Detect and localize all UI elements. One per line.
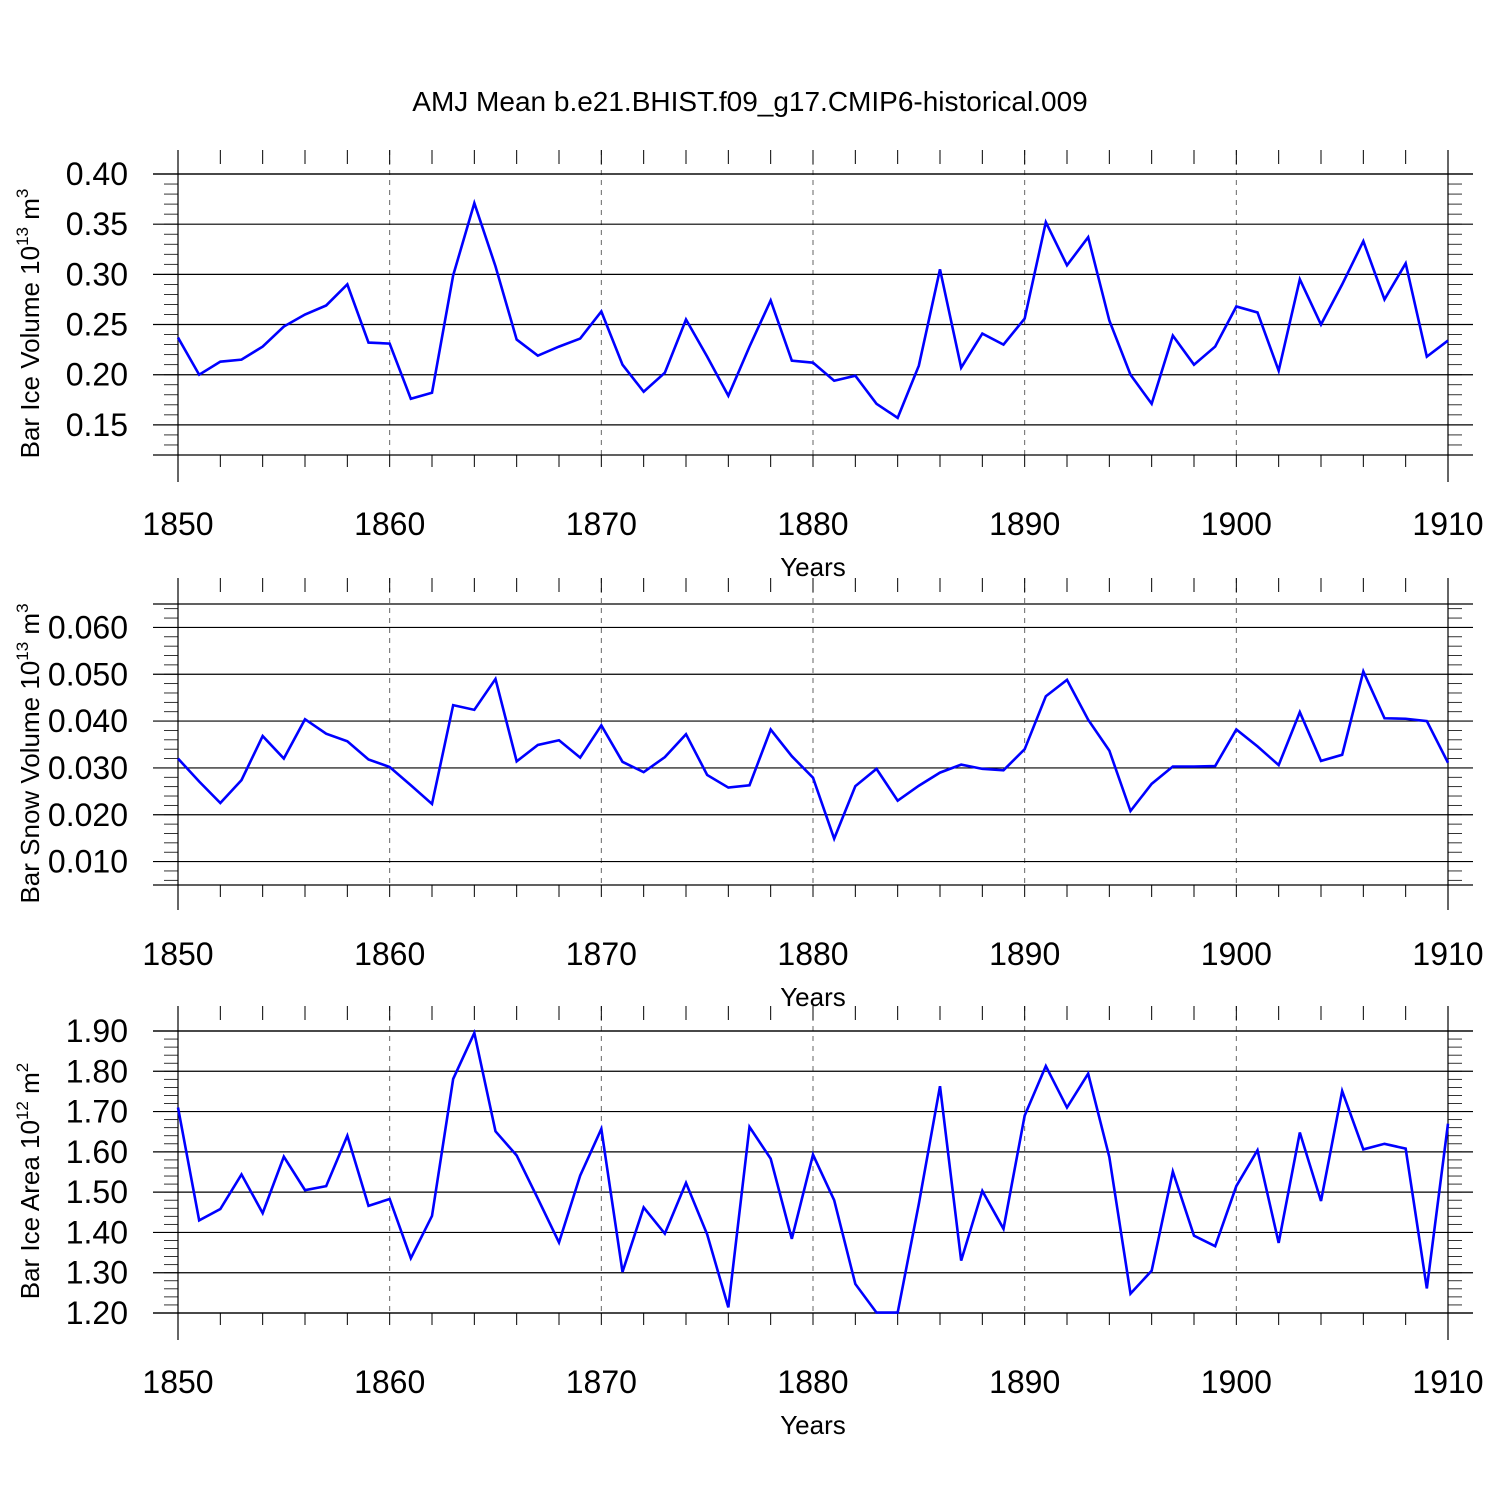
y-axis-label-unit: m bbox=[15, 1072, 45, 1101]
x-tick-label: 1860 bbox=[354, 936, 425, 972]
x-tick-label: 1900 bbox=[1201, 936, 1272, 972]
y-tick-label: 1.20 bbox=[66, 1295, 128, 1331]
panels: 1850 1860 1870 1880 1890 1900 1910 Years 0.15 0.2… bbox=[13, 150, 1484, 1440]
y-axis-label-text: Bar Ice Volume 10 bbox=[15, 246, 45, 458]
panel-1: 1850 1860 1870 1880 1890 1900 1910 Years 0.15 0.2… bbox=[13, 150, 1484, 582]
x-tick-label: 1910 bbox=[1412, 936, 1483, 972]
y-tick-label: 1.50 bbox=[66, 1174, 128, 1210]
series-line bbox=[176, 198, 1449, 420]
y-axis-label-exponent: 13 bbox=[13, 642, 32, 661]
series-line bbox=[177, 667, 1450, 843]
x-tick-label: 1850 bbox=[142, 506, 213, 542]
y-tick-label: 0.060 bbox=[48, 609, 128, 645]
x-tick-label: 1910 bbox=[1412, 1364, 1483, 1400]
y-tick-label: 0.040 bbox=[48, 703, 128, 739]
panel-3: 1850 1860 1870 1880 1890 1900 1910 Years 1.20 1.3… bbox=[13, 1006, 1484, 1440]
x-tick-label: 1880 bbox=[777, 506, 848, 542]
x-tick-label: 1870 bbox=[566, 506, 637, 542]
x-tick-label: 1910 bbox=[1412, 506, 1483, 542]
x-tick-label: 1900 bbox=[1201, 506, 1272, 542]
x-axis-label: Years bbox=[780, 1410, 846, 1440]
y-tick-label: 1.70 bbox=[66, 1094, 128, 1130]
y-axis-label-exponent: 12 bbox=[13, 1101, 32, 1120]
x-tick-label: 1900 bbox=[1201, 1364, 1272, 1400]
y-axis-label-unit-exponent: 3 bbox=[13, 603, 32, 612]
x-tick-label: 1890 bbox=[989, 936, 1060, 972]
x-tick-label: 1850 bbox=[142, 936, 213, 972]
chart-title: AMJ Mean b.e21.BHIST.f09_g17.CMIP6-histo… bbox=[412, 86, 1087, 117]
y-tick-label: 0.050 bbox=[48, 656, 128, 692]
y-tick-label: 1.60 bbox=[66, 1134, 128, 1170]
y-axis-label-text: Bar Ice Area 10 bbox=[15, 1120, 45, 1299]
y-tick-label: 1.30 bbox=[66, 1255, 128, 1291]
x-tick-label: 1880 bbox=[777, 936, 848, 972]
y-axis-label-unit-exponent: 3 bbox=[13, 189, 32, 198]
series-line bbox=[176, 1028, 1450, 1314]
y-axis-label-text: Bar Snow Volume 10 bbox=[15, 661, 45, 904]
x-tick-label: 1890 bbox=[989, 506, 1060, 542]
x-tick-label: 1870 bbox=[566, 1364, 637, 1400]
y-tick-label: 0.15 bbox=[66, 407, 128, 443]
y-axis-label-unit-exponent: 2 bbox=[13, 1063, 32, 1072]
y-axis-label: Bar Snow Volume 1013 m3 bbox=[13, 603, 45, 903]
y-tick-label: 0.020 bbox=[48, 797, 128, 833]
y-tick-label: 1.90 bbox=[66, 1013, 128, 1049]
y-tick-label: 0.40 bbox=[66, 156, 128, 192]
y-axis-label-unit: m bbox=[15, 198, 45, 227]
y-tick-label: 0.030 bbox=[48, 750, 128, 786]
x-axis-label: Years bbox=[780, 552, 846, 582]
y-tick-label: 0.25 bbox=[66, 307, 128, 343]
x-tick-label: 1860 bbox=[354, 1364, 425, 1400]
x-tick-label: 1860 bbox=[354, 506, 425, 542]
y-tick-label: 0.20 bbox=[66, 357, 128, 393]
y-axis-label: Bar Ice Volume 1013 m3 bbox=[13, 189, 45, 459]
x-tick-label: 1870 bbox=[566, 936, 637, 972]
y-axis-label: Bar Ice Area 1012 m2 bbox=[13, 1063, 45, 1300]
y-tick-label: 1.80 bbox=[66, 1053, 128, 1089]
y-tick-label: 0.30 bbox=[66, 256, 128, 292]
y-axis-label-unit: m bbox=[15, 613, 45, 642]
x-tick-label: 1890 bbox=[989, 1364, 1060, 1400]
y-tick-label: 0.010 bbox=[48, 844, 128, 880]
x-tick-label: 1880 bbox=[777, 1364, 848, 1400]
panel-2: 1850 1860 1870 1880 1890 1900 1910Years0.0100.… bbox=[13, 578, 1484, 1012]
x-tick-label: 1850 bbox=[142, 1364, 213, 1400]
y-axis-label-exponent: 13 bbox=[13, 227, 32, 246]
y-tick-label: 1.40 bbox=[66, 1214, 128, 1250]
y-tick-label: 0.35 bbox=[66, 206, 128, 242]
